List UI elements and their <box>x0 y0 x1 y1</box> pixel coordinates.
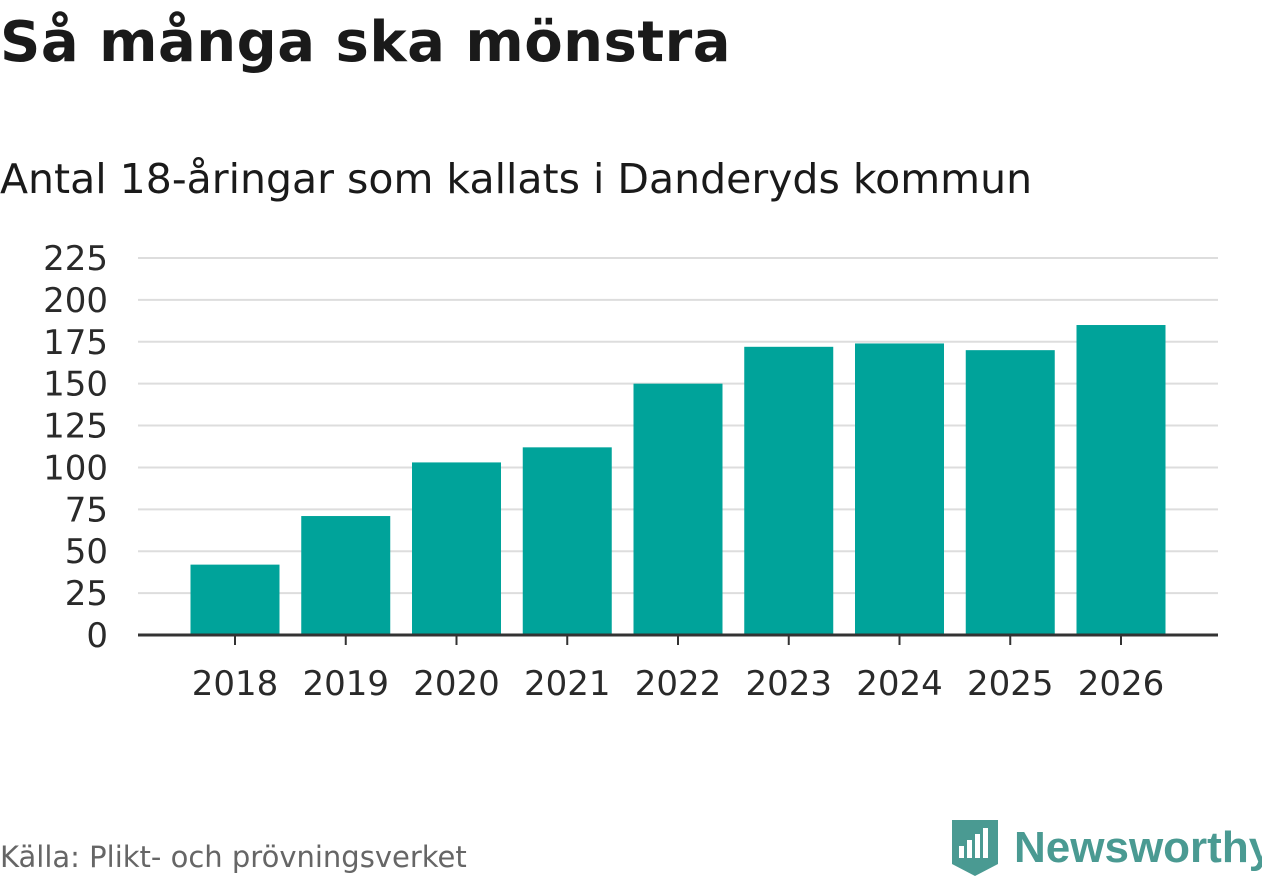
bar-2021 <box>522 447 612 635</box>
source-note: Källa: Plikt- och prövningsverket <box>0 840 467 874</box>
x-tick-label: 2020 <box>413 664 500 704</box>
brand-name: Newsworthy <box>1014 823 1262 872</box>
y-tick-label: 100 <box>43 448 108 488</box>
bar-2020 <box>412 462 501 635</box>
bar-2024 <box>855 343 944 635</box>
y-tick-label: 175 <box>43 323 108 363</box>
newsworthy-logo-icon <box>952 820 998 876</box>
bar-2026 <box>1076 325 1166 635</box>
x-tick-label: 2021 <box>524 664 611 704</box>
bar-2025 <box>965 350 1055 635</box>
x-tick-label: 2018 <box>192 664 279 704</box>
y-tick-label: 25 <box>65 574 108 614</box>
x-tick-label: 2024 <box>856 664 943 704</box>
x-tick-label: 2026 <box>1078 664 1165 704</box>
y-tick-label: 50 <box>65 532 108 572</box>
chart-title: Så många ska mönstra <box>0 10 732 75</box>
x-tick-label: 2019 <box>302 664 389 704</box>
bar-2019 <box>301 516 391 635</box>
y-tick-label: 225 <box>43 239 108 279</box>
bar-2023 <box>744 346 834 635</box>
x-tick-label: 2023 <box>745 664 832 704</box>
y-tick-label: 0 <box>86 616 108 656</box>
y-tick-label: 75 <box>65 490 108 530</box>
y-tick-label: 150 <box>43 365 108 405</box>
newsworthy-logo: Newsworthy <box>950 818 1262 878</box>
y-tick-label: 125 <box>43 407 108 447</box>
y-tick-label: 200 <box>43 281 108 321</box>
bar-2018 <box>190 564 280 635</box>
chart-subtitle: Antal 18-åringar som kallats i Danderyds… <box>0 155 1033 203</box>
bar-2022 <box>633 383 723 635</box>
x-tick-label: 2022 <box>635 664 722 704</box>
x-tick-label: 2025 <box>967 664 1054 704</box>
